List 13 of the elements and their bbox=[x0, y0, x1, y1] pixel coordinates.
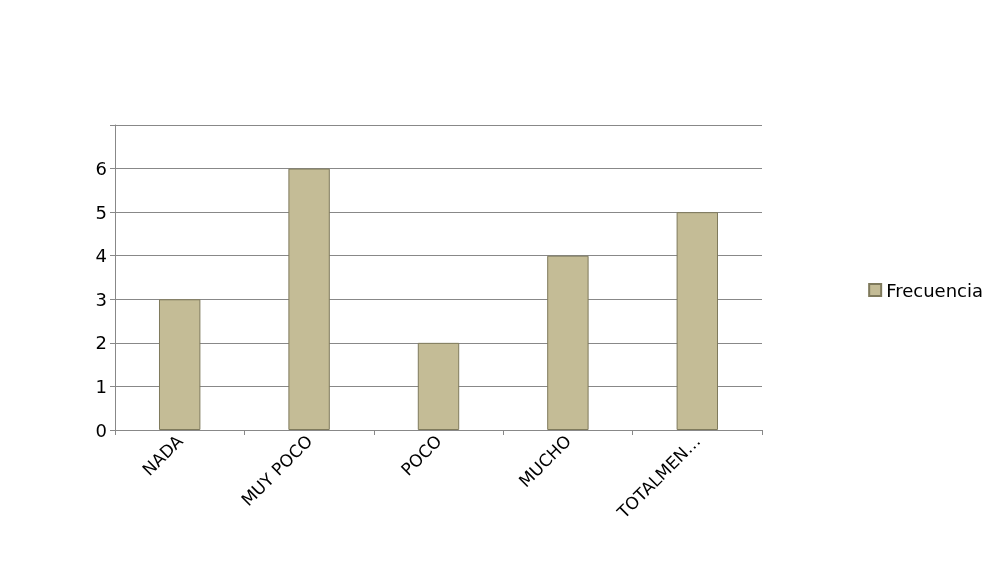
bar bbox=[676, 212, 718, 430]
bar bbox=[417, 342, 460, 430]
bar bbox=[288, 168, 330, 430]
y-tick-label: 6 bbox=[95, 158, 107, 180]
y-tick-label: 4 bbox=[95, 245, 107, 267]
y-tick-label: 0 bbox=[95, 419, 107, 441]
y-tick-label: 5 bbox=[95, 201, 107, 223]
y-tick-label: 2 bbox=[95, 332, 107, 354]
bar bbox=[547, 255, 589, 430]
y-tick-label: 1 bbox=[95, 375, 107, 397]
y-tick-label: 3 bbox=[95, 288, 107, 310]
legend-label: Frecuencia bbox=[886, 279, 984, 301]
bar bbox=[159, 299, 201, 430]
